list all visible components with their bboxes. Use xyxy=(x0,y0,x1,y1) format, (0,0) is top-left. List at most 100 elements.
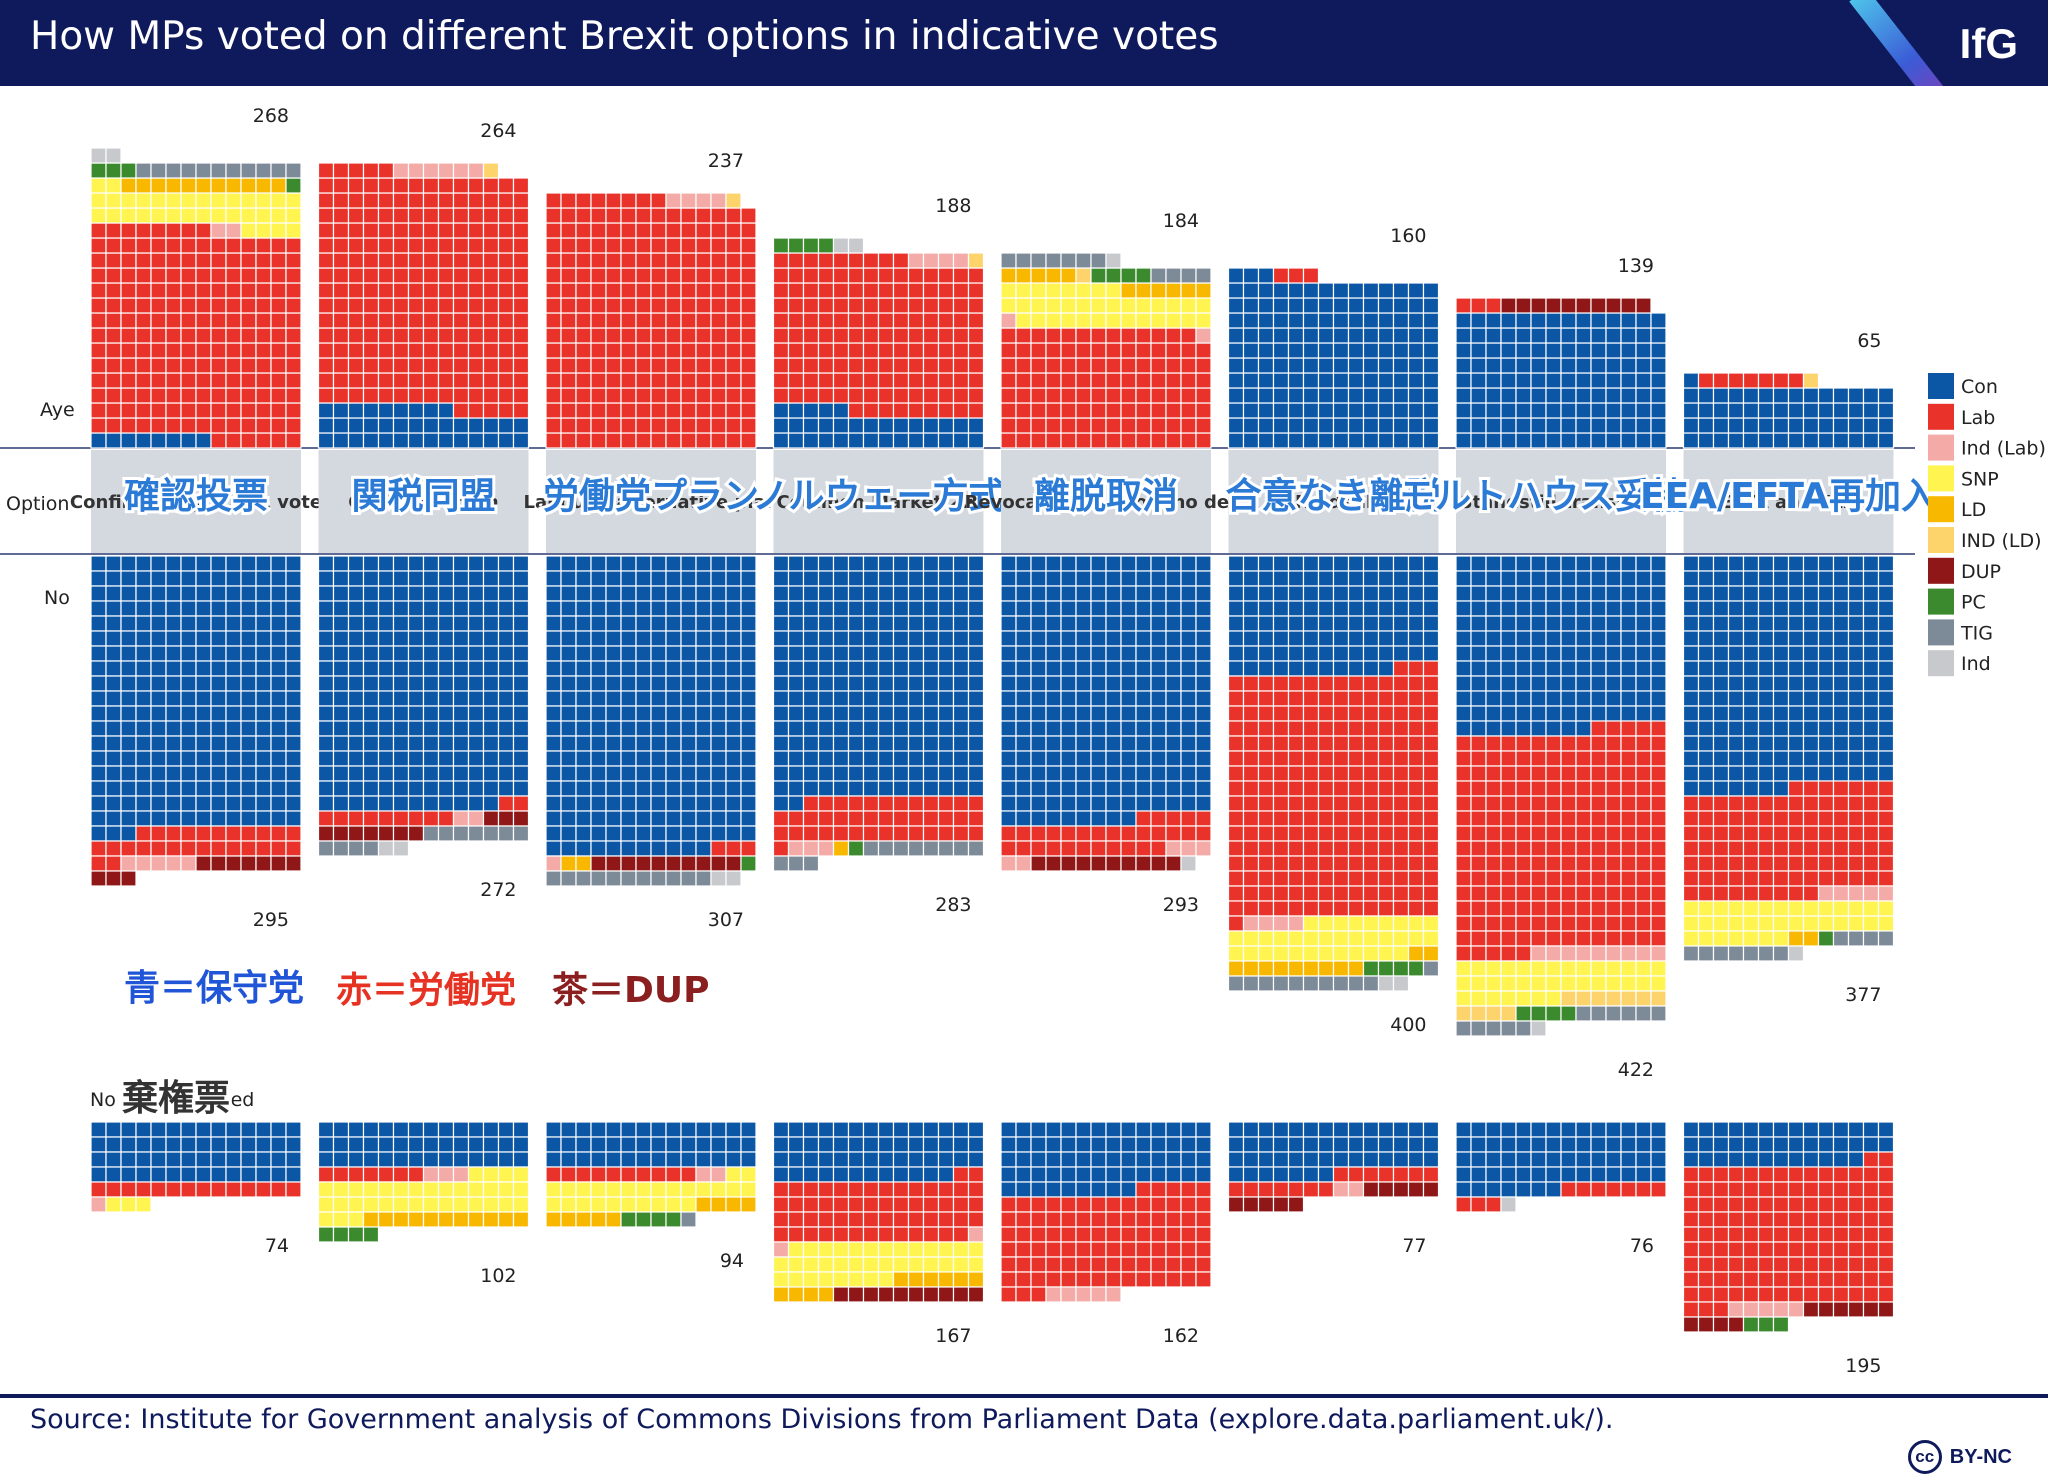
no-mp-cell xyxy=(1635,750,1652,767)
abstain-mp-cell xyxy=(710,1151,727,1168)
aye-mp-cell xyxy=(695,297,712,314)
no-mp-cell xyxy=(1317,900,1335,917)
aye-mp-cell xyxy=(452,282,470,299)
aye-mp-cell xyxy=(90,207,107,224)
no-mp-cell xyxy=(1682,915,1700,932)
abstain-mp-cell xyxy=(1075,1271,1092,1288)
no-mp-cell xyxy=(1727,930,1745,947)
no-mp-cell xyxy=(620,615,637,632)
aye-mp-cell xyxy=(787,267,805,284)
no-mp-cell xyxy=(1575,765,1592,782)
aye-mp-cell xyxy=(1302,432,1320,449)
no-mp-cell xyxy=(590,780,607,797)
no-mp-cell xyxy=(452,735,470,752)
aye-mp-cell xyxy=(195,282,212,299)
no-mp-cell xyxy=(1545,720,1562,737)
aye-mp-cell xyxy=(847,387,865,404)
no-mp-cell xyxy=(210,630,227,647)
no-mp-cell xyxy=(1787,675,1805,692)
no-mp-cell xyxy=(1302,915,1320,932)
aye-mp-cell xyxy=(802,237,820,254)
aye-mp-cell xyxy=(452,357,470,374)
aye-mp-cell xyxy=(467,282,485,299)
abstain-mp-cell xyxy=(892,1136,910,1153)
no-mp-cell xyxy=(1530,795,1547,812)
option-label-jp: ノルウェー方式 xyxy=(752,476,1004,517)
no-mp-cell xyxy=(710,750,727,767)
abstain-mp-cell xyxy=(1180,1256,1197,1273)
aye-mp-cell xyxy=(1090,387,1107,404)
abstain-mp-cell xyxy=(255,1136,272,1153)
no-mp-cell xyxy=(952,555,970,572)
aye-mp-cell xyxy=(165,252,182,269)
no-mp-cell xyxy=(1317,645,1335,662)
abstain-mp-cell xyxy=(270,1181,287,1198)
aye-mp-cell xyxy=(1075,267,1092,284)
no-mp-cell xyxy=(135,675,152,692)
aye-mp-cell xyxy=(952,342,970,359)
aye-mp-cell xyxy=(90,162,107,179)
aye-mp-cell xyxy=(650,417,667,434)
no-mp-cell xyxy=(1362,930,1380,947)
no-mp-cell xyxy=(1392,840,1410,857)
aye-mp-cell xyxy=(952,312,970,329)
no-mp-cell xyxy=(1377,960,1395,977)
no-mp-cell xyxy=(862,840,880,857)
no-mp-cell xyxy=(1560,690,1577,707)
no-mp-cell xyxy=(1392,885,1410,902)
no-mp-cell xyxy=(1060,810,1077,827)
no-mp-cell xyxy=(497,765,515,782)
abstain-mp-cell xyxy=(317,1211,335,1228)
no-mp-cell xyxy=(605,735,622,752)
no-mp-cell xyxy=(1485,570,1502,587)
no-mp-cell xyxy=(772,660,790,677)
no-mp-cell xyxy=(802,630,820,647)
no-mp-cell xyxy=(605,825,622,842)
no-mp-cell xyxy=(1742,870,1760,887)
abstain-mp-cell xyxy=(1377,1166,1395,1183)
no-mp-cell xyxy=(407,555,425,572)
no-mp-cell xyxy=(482,660,500,677)
aye-mp-cell xyxy=(240,417,257,434)
aye-mp-cell xyxy=(1332,282,1350,299)
no-mp-cell xyxy=(1257,690,1275,707)
abstain-mp-cell xyxy=(1000,1271,1017,1288)
no-mp-cell xyxy=(1105,660,1122,677)
abstain-mp-cell xyxy=(1605,1136,1622,1153)
aye-mp-cell xyxy=(937,432,955,449)
no-mp-cell xyxy=(1620,585,1637,602)
no-mp-cell xyxy=(1697,615,1715,632)
no-mp-cell xyxy=(620,660,637,677)
no-mp-cell xyxy=(545,615,562,632)
no-mp-cell xyxy=(922,600,940,617)
aye-mp-cell xyxy=(1530,402,1547,419)
no-mp-cell xyxy=(1802,915,1820,932)
no-mp-cell xyxy=(1015,780,1032,797)
no-mp-cell xyxy=(195,720,212,737)
aye-mp-cell xyxy=(120,192,137,209)
aye-mp-cell xyxy=(362,177,380,194)
aye-mp-cell xyxy=(892,267,910,284)
no-mp-cell xyxy=(135,840,152,857)
abstain-mp-cell xyxy=(967,1211,985,1228)
no-mp-cell xyxy=(1227,765,1245,782)
no-mp-cell xyxy=(560,570,577,587)
aye-mp-cell xyxy=(1377,312,1395,329)
aye-mp-cell xyxy=(937,387,955,404)
no-mp-cell xyxy=(787,690,805,707)
no-mp-cell xyxy=(787,735,805,752)
aye-mp-cell xyxy=(482,222,500,239)
no-mp-cell xyxy=(1272,765,1290,782)
no-mp-cell xyxy=(1560,570,1577,587)
aye-mp-cell xyxy=(240,357,257,374)
abstain-mp-cell xyxy=(1500,1136,1517,1153)
no-mp-cell xyxy=(377,600,395,617)
no-mp-cell xyxy=(1470,630,1487,647)
no-mp-cell xyxy=(1727,795,1745,812)
no-mp-cell xyxy=(832,735,850,752)
no-mp-cell xyxy=(1455,780,1472,797)
abstain-mp-cell xyxy=(817,1151,835,1168)
no-mp-cell xyxy=(210,780,227,797)
no-mp-cell xyxy=(847,675,865,692)
aye-mp-cell xyxy=(952,432,970,449)
